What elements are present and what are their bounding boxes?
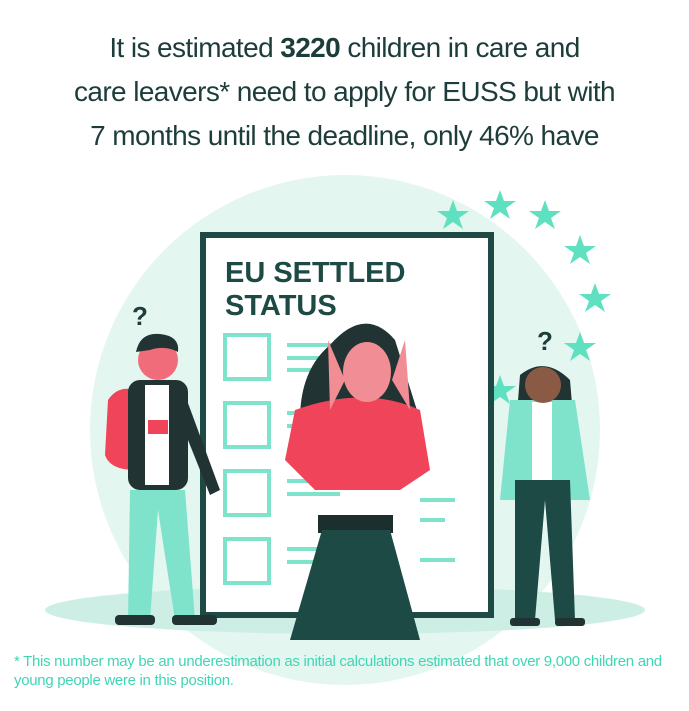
question-mark: ? <box>537 326 553 356</box>
girl: ? <box>500 326 590 626</box>
document-title: STATUS <box>225 290 337 322</box>
headline-line: It is estimated 3220 children in care an… <box>0 26 689 70</box>
woman <box>285 323 430 640</box>
headline-highlight: 3220 <box>280 32 341 63</box>
headline-line: care leavers* need to apply for EUSS but… <box>73 76 616 107</box>
man: ? <box>105 301 220 625</box>
question-mark: ? <box>132 301 148 331</box>
headline-line: 7 months until the deadline, only 46% ha… <box>90 120 599 151</box>
stars <box>437 190 611 404</box>
document-title: EU SETTLED <box>225 257 405 289</box>
headline-text: children in care and <box>347 32 580 63</box>
headline-text: It is estimated <box>109 32 274 63</box>
headline: It is estimated 3220 children in care an… <box>0 26 689 158</box>
footnote: * This number may be an underestimation … <box>14 653 662 689</box>
